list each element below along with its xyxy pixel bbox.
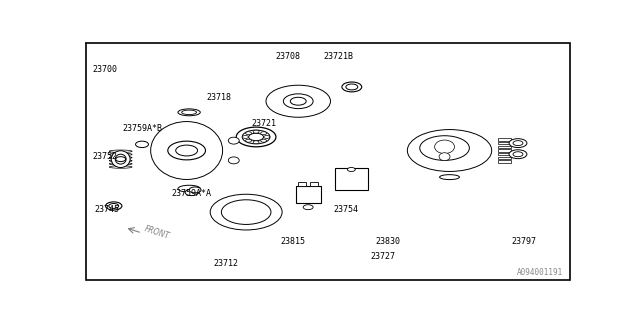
Ellipse shape	[440, 175, 460, 180]
Ellipse shape	[150, 122, 223, 180]
Bar	[498, 153, 511, 156]
Ellipse shape	[221, 200, 271, 224]
Text: FRONT: FRONT	[143, 225, 170, 241]
Text: 23708: 23708	[276, 52, 301, 61]
Bar	[498, 160, 511, 163]
Circle shape	[260, 132, 267, 135]
Ellipse shape	[210, 194, 282, 230]
Ellipse shape	[115, 154, 126, 164]
Ellipse shape	[228, 137, 239, 144]
Ellipse shape	[435, 140, 454, 154]
Text: 23752: 23752	[92, 152, 117, 161]
Text: 23712: 23712	[214, 259, 239, 268]
Text: 23797: 23797	[511, 237, 536, 246]
Circle shape	[291, 97, 306, 105]
Ellipse shape	[106, 145, 136, 173]
Circle shape	[168, 141, 205, 160]
Circle shape	[513, 152, 523, 157]
Ellipse shape	[109, 159, 132, 162]
Circle shape	[116, 157, 125, 162]
Text: 23700: 23700	[92, 65, 117, 74]
Circle shape	[407, 130, 492, 172]
Circle shape	[257, 81, 339, 121]
Text: 23830: 23830	[375, 237, 400, 246]
Circle shape	[176, 145, 198, 156]
Bar	[498, 149, 511, 152]
Circle shape	[303, 205, 313, 210]
Text: 23815: 23815	[281, 237, 306, 246]
Text: 23721: 23721	[251, 119, 276, 128]
Circle shape	[236, 127, 276, 147]
Circle shape	[109, 204, 118, 208]
Circle shape	[395, 124, 504, 178]
Circle shape	[342, 82, 362, 92]
Text: 23759A*B: 23759A*B	[122, 124, 162, 133]
Ellipse shape	[109, 153, 132, 156]
Ellipse shape	[109, 163, 132, 165]
Circle shape	[260, 139, 267, 142]
Ellipse shape	[178, 109, 200, 116]
Bar	[498, 157, 511, 159]
Ellipse shape	[228, 157, 239, 164]
Circle shape	[264, 135, 269, 139]
Circle shape	[189, 187, 201, 193]
Circle shape	[253, 141, 259, 144]
Circle shape	[509, 150, 527, 159]
Ellipse shape	[203, 190, 289, 234]
Bar	[296, 186, 321, 204]
Circle shape	[348, 167, 355, 172]
Circle shape	[246, 139, 252, 142]
Ellipse shape	[111, 151, 130, 167]
Circle shape	[346, 84, 358, 90]
Bar	[498, 146, 511, 148]
Text: 23718: 23718	[207, 93, 232, 102]
Ellipse shape	[109, 166, 132, 168]
Ellipse shape	[109, 150, 132, 153]
Text: 23754: 23754	[333, 205, 358, 214]
Circle shape	[253, 130, 259, 133]
Bar	[498, 142, 511, 144]
Ellipse shape	[141, 114, 232, 188]
Text: 23727: 23727	[370, 252, 395, 261]
Circle shape	[242, 130, 270, 144]
Ellipse shape	[182, 110, 196, 115]
Bar	[498, 138, 511, 141]
Text: A094001191: A094001191	[517, 268, 564, 277]
Ellipse shape	[178, 185, 200, 192]
Ellipse shape	[439, 153, 450, 161]
Circle shape	[284, 94, 313, 108]
Circle shape	[243, 135, 248, 139]
Circle shape	[246, 132, 252, 135]
Circle shape	[266, 85, 330, 117]
Text: 23759A*A: 23759A*A	[172, 189, 212, 198]
Ellipse shape	[106, 202, 122, 210]
Circle shape	[513, 141, 523, 146]
Bar	[335, 168, 367, 190]
Bar	[298, 182, 306, 186]
Circle shape	[420, 136, 469, 160]
Text: 23745: 23745	[95, 205, 120, 214]
Circle shape	[248, 133, 264, 141]
Circle shape	[185, 189, 198, 196]
Circle shape	[136, 141, 148, 148]
Ellipse shape	[109, 156, 132, 159]
Text: 23721B: 23721B	[323, 52, 353, 61]
Circle shape	[509, 139, 527, 148]
Bar	[310, 182, 317, 186]
